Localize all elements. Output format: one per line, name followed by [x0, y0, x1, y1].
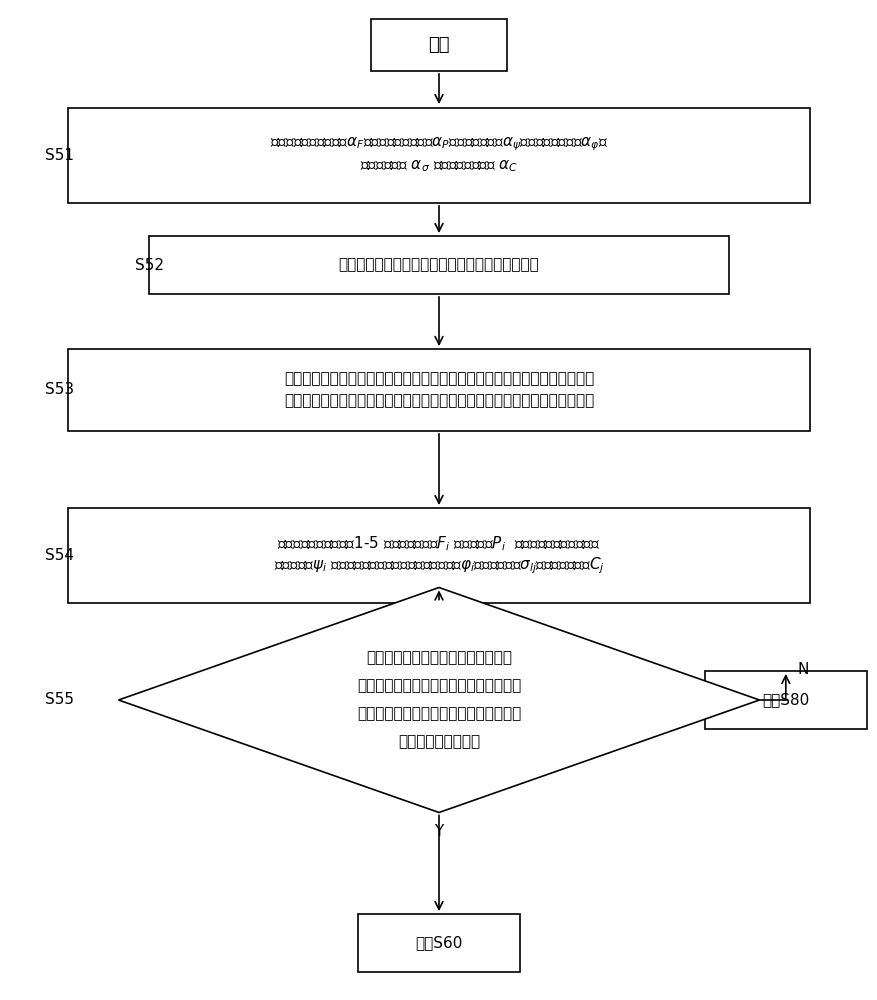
Bar: [370, 19, 507, 71]
Text: 在考虑安全系数的前提下判断当前规: 在考虑安全系数的前提下判断当前规: [366, 651, 511, 666]
Text: 板形偏差系数 $\alpha_\sigma$ 、板凸度偏差系数 $\alpha_C$: 板形偏差系数 $\alpha_\sigma$ 、板凸度偏差系数 $\alpha_…: [360, 158, 517, 174]
Bar: [68, 508, 809, 602]
Text: Y: Y: [434, 824, 443, 840]
Bar: [149, 236, 728, 294]
Text: S54: S54: [45, 548, 75, 562]
Text: S55: S55: [45, 692, 75, 708]
Text: 步骤S80: 步骤S80: [761, 692, 809, 708]
Text: 步骤S60: 步骤S60: [415, 936, 462, 950]
Text: S52: S52: [134, 257, 164, 272]
Text: 是否超过机组允许值: 是否超过机组允许值: [397, 734, 480, 750]
Bar: [358, 914, 519, 972]
Text: 程下所有机架轧制压力、轧制功率、打滑: 程下所有机架轧制压力、轧制功率、打滑: [356, 678, 521, 694]
Text: 开始: 开始: [428, 36, 449, 54]
Text: 根据现场所采集的轧制压力、轧制功率、打滑因子、滑伤指数以及板形与板凸: 根据现场所采集的轧制压力、轧制功率、打滑因子、滑伤指数以及板形与板凸: [283, 371, 594, 386]
Bar: [703, 671, 866, 729]
Text: 采集机组特定时间段内所生产所有钢卷的各种参数: 采集机组特定时间段内所生产所有钢卷的各种参数: [339, 257, 538, 272]
Text: S53: S53: [45, 382, 75, 397]
Text: S51: S51: [45, 147, 75, 162]
Text: 计算出当前压下规程下1-5 机架的轧制压力$F_i$ 、轧制功率$P_i$  、用于表述打滑的特征参: 计算出当前压下规程下1-5 机架的轧制压力$F_i$ 、轧制功率$P_i$ 、用…: [277, 535, 600, 553]
Polygon shape: [118, 587, 759, 812]
Text: 因子、滑伤指数以及板形、板凸度和压靠: 因子、滑伤指数以及板形、板凸度和压靠: [356, 706, 521, 722]
Text: 定义轧制压力安全系数$\alpha_F$、轧制功率安全系数$\alpha_P$、打滑安全系数$\alpha_\psi$、热滑伤安全系数$\alpha_\varp: 定义轧制压力安全系数$\alpha_F$、轧制功率安全系数$\alpha_P$、…: [269, 135, 608, 153]
Text: 度的实际值与理论值的比较，得出考虑到现场来料波动等因素给定的安全系数: 度的实际值与理论值的比较，得出考虑到现场来料波动等因素给定的安全系数: [283, 393, 594, 408]
Bar: [68, 349, 809, 431]
Bar: [68, 107, 809, 202]
Text: N: N: [797, 662, 808, 678]
Text: 数打滑因子$\psi_i$ 、用于表述热滑伤的特征参数滑伤指数$\varphi_i$、成品板形值$\sigma_{lj}$、成品板凸度值$C_j$: 数打滑因子$\psi_i$ 、用于表述热滑伤的特征参数滑伤指数$\varphi_…: [274, 556, 603, 576]
